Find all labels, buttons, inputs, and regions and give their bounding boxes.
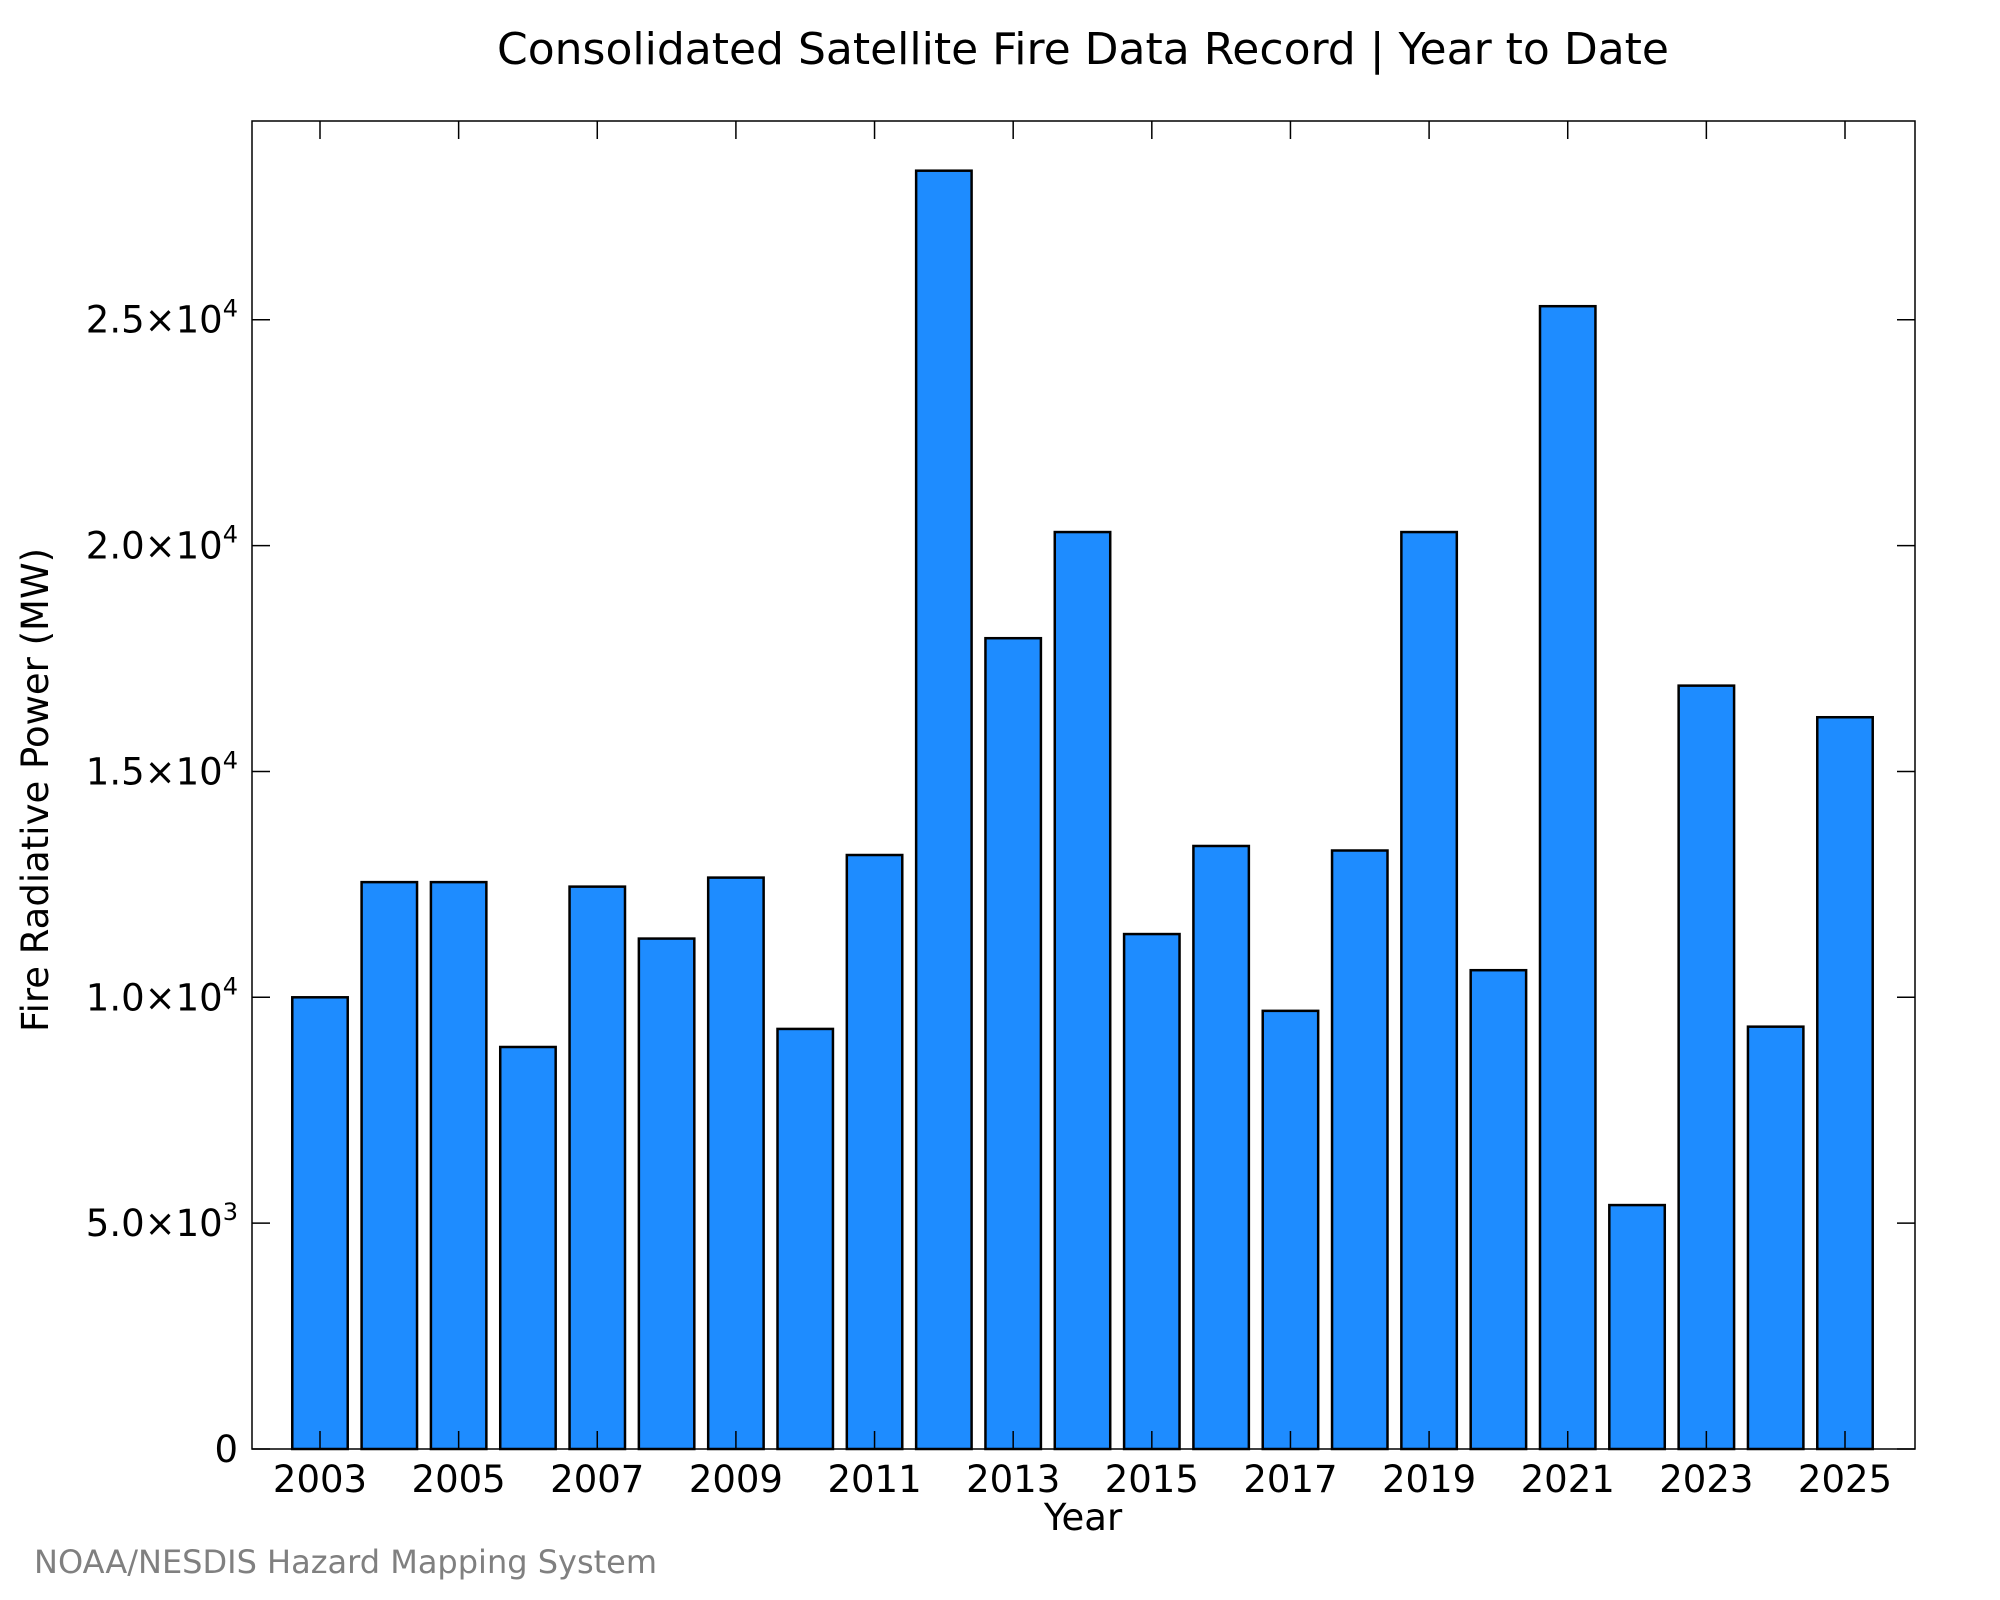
y-tick-label-5000: 5.0×103 xyxy=(86,1198,238,1245)
x-tick-label-2021: 2021 xyxy=(1521,1458,1615,1501)
bar-2004 xyxy=(360,880,419,1451)
y-tick-label-0: 0 xyxy=(214,1428,238,1471)
y-tick-label-20000: 2.0×104 xyxy=(86,521,238,568)
x-tick-label-2017: 2017 xyxy=(1243,1458,1337,1501)
bar-2009 xyxy=(706,876,765,1451)
bar-2020 xyxy=(1469,968,1528,1451)
y-tick-labels: 0 5.0×103 1.0×104 1.5×104 2.0×104 2.5×104 xyxy=(86,295,238,1471)
x-tick-labels: 2003 2005 2007 2009 2011 2013 2015 2017 2019 2021… xyxy=(273,1458,1892,1501)
bar-2018 xyxy=(1330,849,1389,1451)
bar-2003 xyxy=(291,996,349,1451)
x-tick-label-2009: 2009 xyxy=(689,1458,783,1501)
x-tick-label-2003: 2003 xyxy=(273,1458,367,1501)
x-tick-label-2015: 2015 xyxy=(1105,1458,1199,1501)
bar-2021 xyxy=(1538,304,1597,1451)
y-tick-label-10000: 1.0×104 xyxy=(86,972,238,1019)
chart-title: Consolidated Satellite Fire Data Record … xyxy=(497,24,1669,75)
x-tick-label-2005: 2005 xyxy=(412,1458,506,1501)
bar-2005 xyxy=(429,880,488,1451)
y-tick-label-25000: 2.5×104 xyxy=(86,295,238,342)
bar-2024 xyxy=(1746,1025,1805,1451)
bar-2019 xyxy=(1400,530,1459,1451)
bar-2012 xyxy=(914,169,973,1451)
bar-2016 xyxy=(1192,844,1251,1451)
x-axis-label: Year xyxy=(1043,1496,1123,1539)
bar-2007 xyxy=(568,885,627,1451)
bar-2023 xyxy=(1677,684,1736,1451)
x-tick-label-2023: 2023 xyxy=(1659,1458,1753,1501)
bar-2017 xyxy=(1261,1009,1320,1451)
y-axis-label: Fire Radiative Power (MW) xyxy=(14,548,57,1032)
bar-2013 xyxy=(984,636,1043,1451)
bar-2015 xyxy=(1122,932,1181,1451)
x-tick-label-2013: 2013 xyxy=(966,1458,1060,1501)
x-tick-label-2025: 2025 xyxy=(1798,1458,1892,1501)
bar-2008 xyxy=(637,937,696,1451)
plot-frame xyxy=(251,120,1916,1450)
bar-2006 xyxy=(498,1045,557,1451)
bar-2010 xyxy=(776,1027,835,1451)
x-tick-label-2019: 2019 xyxy=(1382,1458,1476,1501)
bar-2014 xyxy=(1053,530,1112,1451)
x-tick-label-2011: 2011 xyxy=(827,1458,921,1501)
x-tick-label-2007: 2007 xyxy=(550,1458,644,1501)
credit-text: NOAA/NESDIS Hazard Mapping System xyxy=(34,1543,657,1581)
bar-2022 xyxy=(1608,1203,1667,1451)
y-tick-label-15000: 1.5×104 xyxy=(86,746,238,793)
bar-2011 xyxy=(845,853,904,1451)
bar-2025 xyxy=(1816,715,1874,1451)
bars-group xyxy=(291,169,1874,1451)
